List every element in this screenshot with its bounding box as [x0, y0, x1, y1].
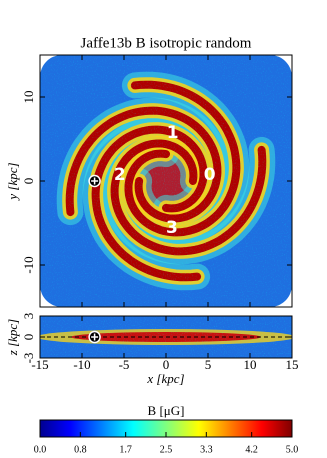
arm-label: 2: [114, 165, 126, 185]
speckle: [40, 55, 292, 307]
y-tick-label: -3: [21, 353, 36, 364]
colorbar-tick-label: 0.8: [74, 444, 87, 455]
colorbar-label: B [μG]: [148, 403, 185, 418]
colorbar-tick-label: 2.5: [160, 444, 173, 455]
x-tick-label: 0: [163, 357, 170, 372]
x-axis-label: x [kpc]: [146, 371, 184, 386]
arm-label: 0: [204, 165, 216, 185]
y-tick-label: -10: [21, 256, 36, 273]
x-tick-label: -5: [119, 357, 130, 372]
y-tick-label: 3: [21, 313, 36, 320]
arm-label: 1: [167, 123, 179, 143]
y-axis-label: z [kpc]: [5, 319, 20, 356]
x-tick-label: -15: [31, 357, 48, 372]
y-tick-label: 0: [21, 178, 36, 185]
top-map: [40, 55, 292, 307]
colorbar-tick-label: 0.0: [34, 444, 47, 455]
arm-label: 3: [166, 218, 178, 238]
colorbar-tick-label: 3.3: [200, 444, 213, 455]
y-tick-label: 10: [21, 91, 36, 104]
y-axis-label: y [kpc]: [5, 162, 20, 201]
colorbar-tick-label: 1.7: [119, 444, 132, 455]
x-tick-label: 15: [286, 357, 299, 372]
x-tick-label: 5: [205, 357, 212, 372]
x-tick-label: -10: [73, 357, 90, 372]
x-tick-label: 10: [244, 357, 257, 372]
y-tick-label: 0: [21, 334, 36, 341]
colorbar-tick-label: 4.2: [245, 444, 258, 455]
colorbar-tick-label: 5.0: [286, 444, 299, 455]
chart-title: Jaffe13b B isotropic random: [81, 35, 252, 51]
